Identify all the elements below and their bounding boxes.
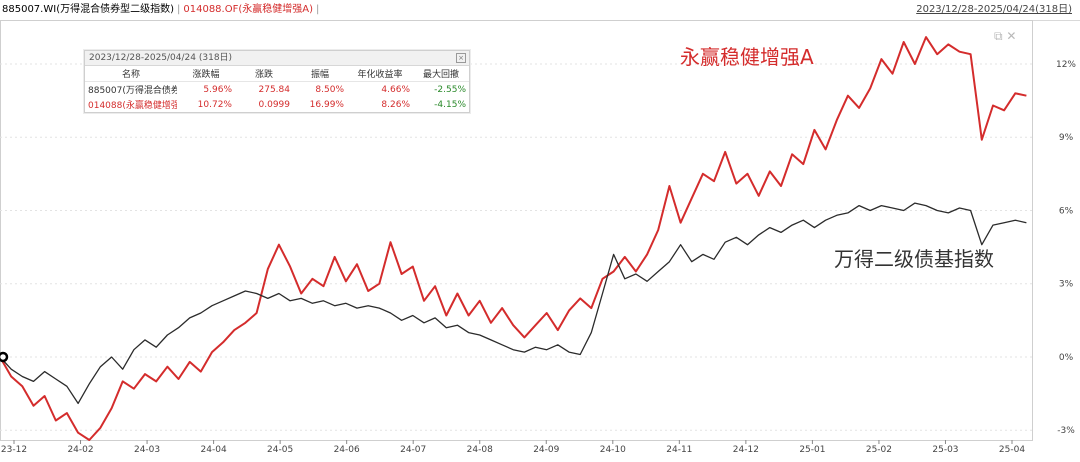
x-tick-label: 24-05 — [267, 445, 293, 455]
x-tick-label: 24-12 — [733, 445, 759, 455]
series-legend: 885007.WI(万得混合债券型二级指数) | 014088.OF(永赢稳健增强A… — [2, 4, 320, 15]
x-tick-label: 24-04 — [201, 445, 227, 455]
y-tick-label: -3% — [1057, 426, 1075, 436]
y-tick-label: 3% — [1059, 280, 1074, 290]
cell-change: 0.0999 — [258, 99, 291, 110]
panel-close-icon[interactable]: × — [456, 53, 466, 63]
close-icon[interactable]: ✕ — [1006, 29, 1017, 43]
x-tick-label: 23-12 — [1, 445, 27, 455]
stats-table: 名称 涨跌幅 涨跌 振幅 年化收益率 最大回撤 885007(万得混合债券 5.… — [85, 66, 469, 112]
y-tick-label: 6% — [1059, 206, 1074, 216]
cell-change-pct: 5.96% — [203, 84, 232, 95]
x-tick-label: 25-02 — [866, 445, 892, 455]
stats-row-index[interactable]: 885007(万得混合债券 5.96% 275.84 8.50% 4.66% -… — [85, 82, 469, 98]
plot-frame — [0, 20, 1033, 441]
header-change-pct: 涨跌幅 — [177, 66, 235, 82]
start-point-marker — [0, 351, 9, 363]
header-name: 名称 — [85, 66, 177, 82]
x-tick-label: 24-07 — [400, 445, 426, 455]
x-tick-label: 24-02 — [67, 445, 93, 455]
stats-row-fund[interactable]: 014088(永赢稳健增强 10.72% 0.0999 16.99% 8.26%… — [85, 97, 469, 112]
cell-max-drawdown: -4.15% — [434, 99, 466, 110]
cell-amplitude: 16.99% — [309, 99, 344, 110]
x-tick-label: 24-03 — [134, 445, 160, 455]
x-tick-label: 24-11 — [666, 445, 692, 455]
fund-series-line — [0, 36, 1027, 441]
y-tick-label: 0% — [1059, 353, 1074, 363]
header-max-drawdown: 最大回撤 — [413, 66, 469, 82]
cell-annualized: 4.66% — [381, 84, 410, 95]
window-controls: ⧉ ✕ — [994, 29, 1016, 44]
cell-change-pct: 10.72% — [197, 99, 232, 110]
header-change: 涨跌 — [235, 66, 293, 82]
header-annualized: 年化收益率 — [347, 66, 413, 82]
header-amplitude: 振幅 — [293, 66, 347, 82]
x-tick-label: 24-09 — [533, 445, 559, 455]
y-tick-label: 12% — [1056, 60, 1076, 70]
x-tick-label: 24-06 — [334, 445, 360, 455]
x-tick-label: 25-01 — [799, 445, 825, 455]
cell-max-drawdown: -2.55% — [434, 84, 466, 95]
chart-header-bar: 885007.WI(万得混合债券型二级指数) | 014088.OF(永赢稳健增强A… — [0, 0, 1080, 21]
series2-label[interactable]: 014088.OF(永赢稳健增强A) — [183, 4, 313, 15]
fund-annotation: 永赢稳健增强A — [680, 45, 814, 69]
restore-icon[interactable]: ⧉ — [994, 29, 1003, 43]
stats-panel: 2023/12/28-2025/04/24 (318日) × 名称 涨跌幅 涨跌… — [84, 50, 470, 113]
x-tick-label: 25-03 — [932, 445, 958, 455]
period-link[interactable]: 2023/12/28-2025/04/24(318日) — [916, 4, 1072, 15]
series1-label[interactable]: 885007.WI(万得混合债券型二级指数) — [2, 4, 174, 15]
index-annotation: 万得二级债基指数 — [834, 247, 994, 271]
x-tick-label: 24-08 — [467, 445, 493, 455]
cell-name: 885007(万得混合债券 — [88, 86, 177, 96]
index-series-line — [0, 202, 1027, 405]
cell-annualized: 8.26% — [381, 99, 410, 110]
x-tick-label: 25-04 — [999, 445, 1025, 455]
line-chart: -3% 0% 3% 6% 9% 12% 23-12 24-02 24-03 24-04 24-05 2… — [0, 20, 1076, 455]
x-tick-label: 24-10 — [600, 445, 626, 455]
cell-name: 014088(永赢稳健增强 — [88, 101, 177, 111]
cell-amplitude: 8.50% — [315, 84, 344, 95]
stats-panel-title: 2023/12/28-2025/04/24 (318日) × — [85, 51, 469, 66]
y-tick-label: 9% — [1059, 133, 1074, 143]
stats-header-row: 名称 涨跌幅 涨跌 振幅 年化收益率 最大回撤 — [85, 66, 469, 82]
cell-change: 275.84 — [258, 84, 291, 95]
